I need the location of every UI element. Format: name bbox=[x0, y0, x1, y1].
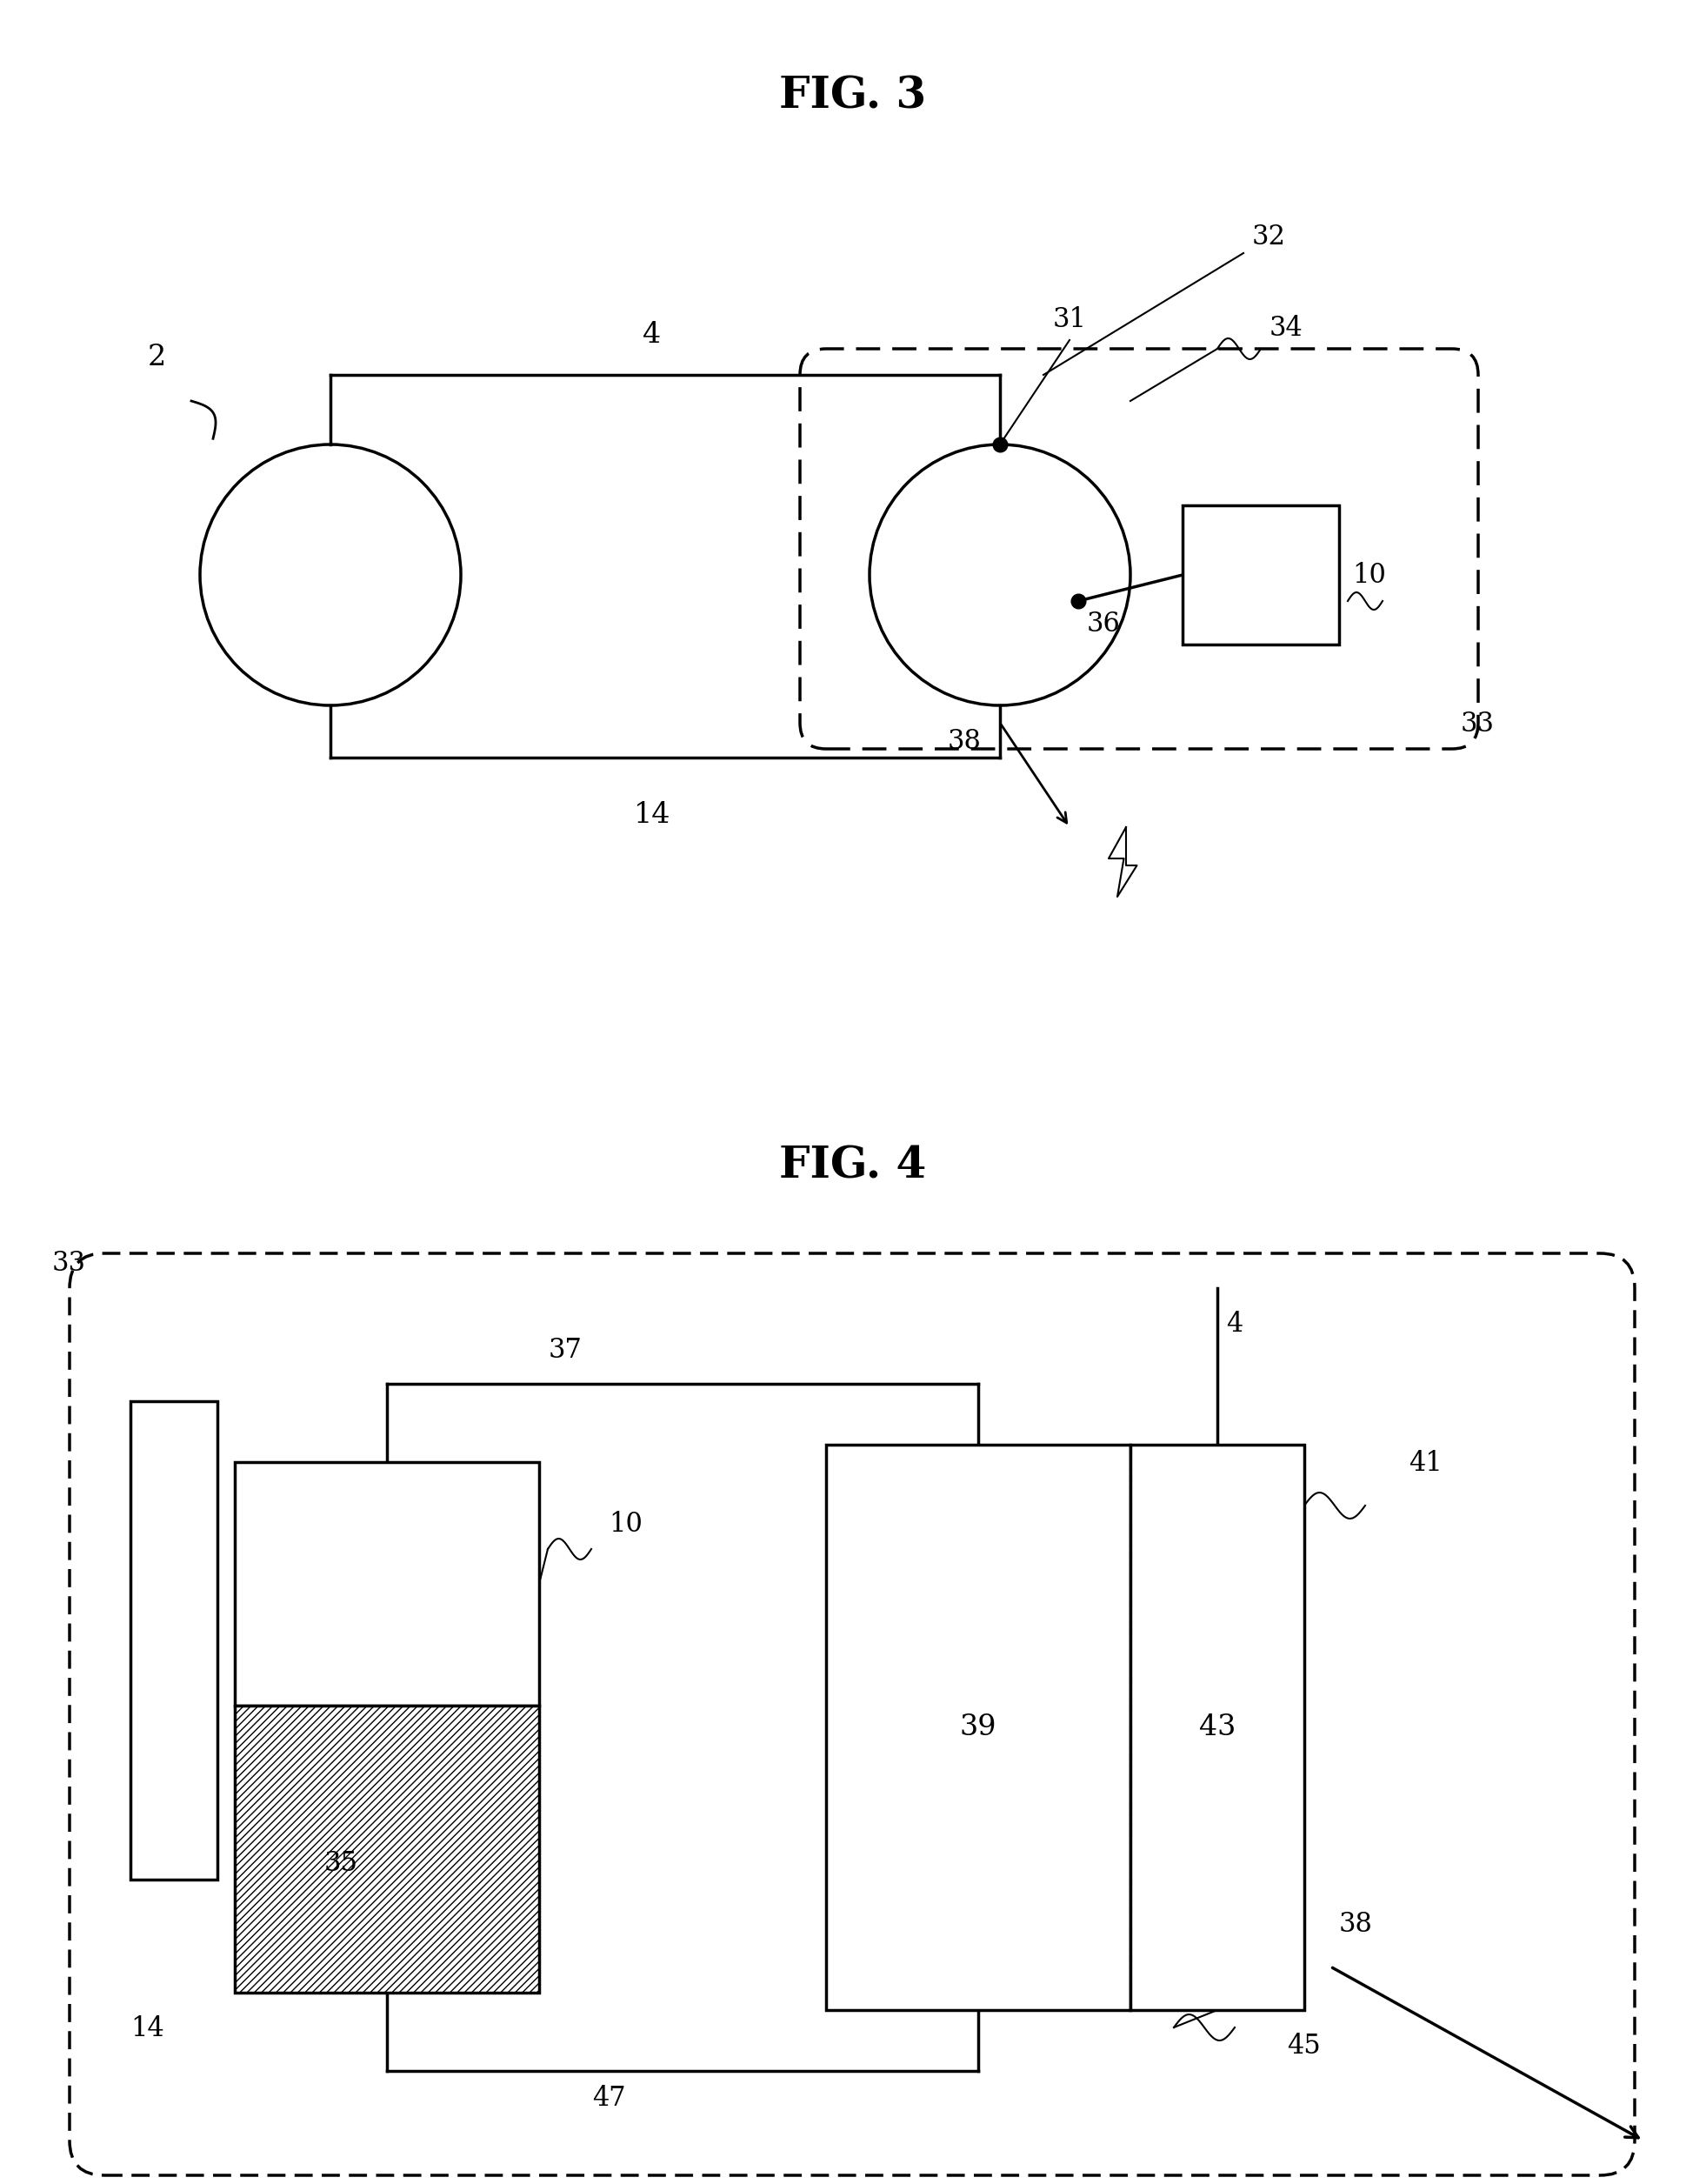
Bar bbox=[130, 1402, 217, 1880]
Text: 41: 41 bbox=[1409, 1450, 1442, 1476]
Text: 43: 43 bbox=[1199, 1714, 1235, 1741]
Text: 2: 2 bbox=[147, 343, 165, 371]
Bar bbox=[235, 1706, 539, 1992]
Text: 31: 31 bbox=[1053, 306, 1087, 334]
Text: 14: 14 bbox=[633, 802, 670, 830]
Text: FIG. 4: FIG. 4 bbox=[780, 1144, 926, 1188]
Text: FIG. 3: FIG. 3 bbox=[780, 74, 926, 118]
Text: 37: 37 bbox=[548, 1337, 582, 1363]
Text: 34: 34 bbox=[1269, 314, 1303, 343]
Text: 10: 10 bbox=[1353, 561, 1385, 587]
Text: 45: 45 bbox=[1286, 2033, 1320, 2060]
Bar bbox=[1131, 1444, 1305, 2009]
Text: 35: 35 bbox=[324, 1850, 358, 1876]
Text: 4: 4 bbox=[643, 321, 662, 349]
Text: 39: 39 bbox=[960, 1714, 996, 1741]
Bar bbox=[1182, 505, 1339, 644]
Text: 36: 36 bbox=[1087, 612, 1121, 638]
Text: 38: 38 bbox=[1339, 1911, 1373, 1937]
Text: 4: 4 bbox=[1227, 1310, 1242, 1339]
Bar bbox=[826, 1444, 1131, 2009]
Bar bbox=[235, 1461, 539, 1706]
Text: 33: 33 bbox=[53, 1249, 85, 1278]
Text: 47: 47 bbox=[592, 2086, 626, 2112]
Text: 32: 32 bbox=[1252, 223, 1286, 251]
Text: 10: 10 bbox=[609, 1511, 643, 1538]
Text: 14: 14 bbox=[130, 2016, 164, 2042]
Text: 33: 33 bbox=[1460, 710, 1494, 738]
Text: 38: 38 bbox=[949, 727, 981, 756]
